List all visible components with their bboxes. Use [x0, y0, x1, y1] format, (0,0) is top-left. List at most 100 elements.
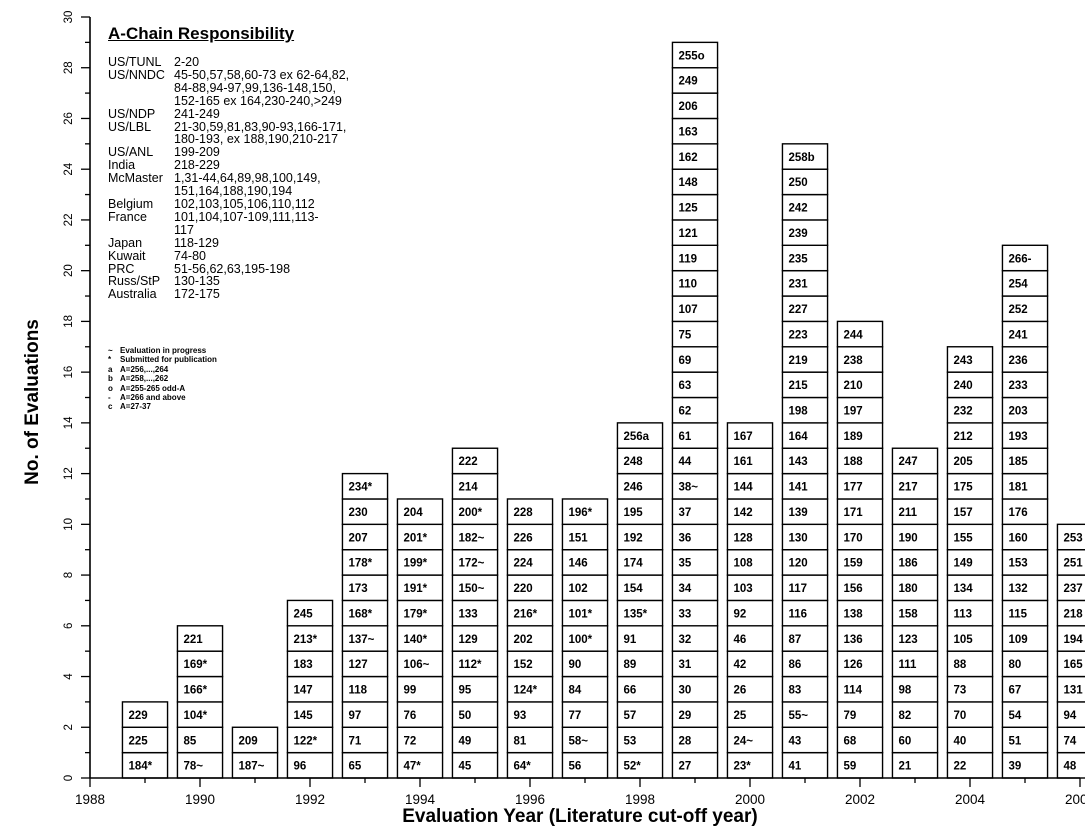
bar-box [891, 726, 939, 754]
y-tick-label: 12 [63, 467, 75, 480]
box-label: 189 [843, 431, 862, 443]
bar-box [396, 523, 444, 551]
box-label: 35 [678, 558, 691, 570]
y-tick-label: 24 [63, 162, 75, 175]
bar-box [891, 650, 939, 678]
responsibility-range: 130-135 [174, 274, 220, 289]
box-label: 120 [788, 558, 807, 570]
bar-1999: 27 28 29 30 31 32 33 34 35 36 37 38~ 44 61 62 63 69 75 107… [671, 41, 719, 779]
box-label: 103 [733, 583, 752, 595]
box-label: 201* [403, 532, 427, 544]
bar-box [561, 599, 609, 627]
box-label: 238 [843, 355, 863, 367]
box-label: 49 [458, 735, 471, 747]
box-label: 139 [788, 507, 807, 519]
box-label: 162 [678, 152, 697, 164]
bar-box [726, 599, 774, 627]
box-label: 136 [843, 634, 862, 646]
box-label: 21 [898, 761, 911, 773]
box-label: 44 [678, 456, 691, 468]
box-label: 187~ [238, 761, 264, 773]
box-label: 203 [1008, 405, 1027, 417]
responsibility-range: 102,103,105,106,110,112 [174, 196, 315, 211]
bar-box [506, 599, 554, 627]
box-label: 211 [898, 507, 917, 519]
box-label: 212 [953, 431, 972, 443]
bar-1997: 56 58~ 77 84 90 100* 101* 102 146 151 196* [561, 498, 609, 779]
bar-box [781, 371, 829, 399]
symbol-key-symbol: a [108, 364, 113, 374]
bar-box [1001, 269, 1049, 297]
box-label: 25 [733, 710, 746, 722]
box-label: 93 [513, 710, 526, 722]
responsibility-range: 199-209 [174, 145, 220, 160]
box-label: 121 [678, 228, 698, 240]
bar-box [781, 143, 829, 170]
bar-box [1001, 751, 1049, 779]
responsibility-org: US/NDP [108, 106, 156, 121]
box-label: 242 [788, 203, 807, 215]
bar-2003: 21 60 82 98 111 123 158 180 186 190 211 217 247 [891, 447, 939, 779]
symbol-key-row: a A=256,...,264 [108, 365, 217, 374]
box-label: 32 [678, 634, 691, 646]
bar-box [616, 498, 664, 526]
box-label: 55~ [788, 710, 808, 722]
box-label: 199* [403, 558, 427, 570]
box-label: 150~ [458, 583, 484, 595]
bar-2001: 41 43 55~ 83 86 87 116 117 120 130 139 141 143 164 198… [781, 143, 829, 779]
box-label: 174 [623, 558, 643, 570]
box-label: 221 [183, 634, 203, 646]
bar-box [671, 472, 719, 500]
box-label: 237 [1063, 583, 1082, 595]
x-tick-label: 1998 [625, 792, 655, 807]
bar-box [836, 599, 884, 627]
bar-box [396, 675, 444, 703]
bar-box [671, 675, 719, 703]
responsibility-org: US/TUNL [108, 55, 162, 69]
box-label: 43 [788, 735, 801, 747]
box-label: 220 [513, 583, 532, 595]
box-label: 177 [843, 482, 862, 494]
box-label: 183 [293, 659, 312, 671]
symbol-key: ~ Evaluation in progress * Submitted for pu… [108, 346, 217, 412]
bar-box [1056, 625, 1085, 652]
box-label: 61 [678, 431, 691, 443]
responsibility-range: 172-175 [174, 287, 220, 302]
box-label: 181 [1008, 482, 1028, 494]
box-label: 175 [953, 482, 973, 494]
responsibility-list: US/TUNL 2-20 US/NNDC 45-50,57,58,60-73 ex 6… [108, 56, 349, 301]
x-tick-label: 1994 [405, 792, 436, 807]
responsibility-row: PRC 51-56,62,63,195-198 [108, 262, 349, 276]
bar-box [396, 650, 444, 678]
symbol-key-symbol: ~ [108, 346, 113, 355]
box-label: 29 [678, 710, 691, 722]
box-label: 90 [568, 659, 581, 671]
responsibility-row: India 218-229 [108, 159, 349, 172]
box-label: 205 [953, 456, 973, 468]
box-label: 77 [568, 710, 581, 722]
bar-box [286, 650, 334, 678]
responsibility-row: Kuwait 74-80 [108, 249, 349, 263]
box-label: 231 [788, 279, 808, 291]
bar-box [176, 675, 224, 703]
box-label: 225 [128, 735, 148, 747]
bar-box [946, 574, 994, 602]
box-label: 207 [348, 532, 367, 544]
x-tick-label: 1992 [295, 792, 325, 807]
symbol-key-symbol: c [108, 402, 113, 412]
bar-box [726, 422, 774, 449]
box-label: 83 [788, 685, 801, 697]
bar-box [946, 599, 994, 627]
box-label: 131 [1063, 685, 1083, 697]
bar-box [561, 549, 609, 576]
box-label: 63 [678, 380, 691, 392]
bar-box [561, 675, 609, 703]
symbol-key-symbol: b [108, 374, 113, 384]
responsibility-row: France 101,104,107-109,111,113- [108, 210, 349, 224]
box-label: 130 [788, 532, 807, 544]
box-label: 66 [623, 685, 636, 697]
bar-box [671, 320, 719, 348]
box-label: 28 [678, 735, 691, 747]
bars-layer: 184* 225 229 78~ 85 104* 166* 169* 221 187~ 209 96 1… [121, 41, 1085, 779]
box-label: 184* [128, 761, 152, 773]
